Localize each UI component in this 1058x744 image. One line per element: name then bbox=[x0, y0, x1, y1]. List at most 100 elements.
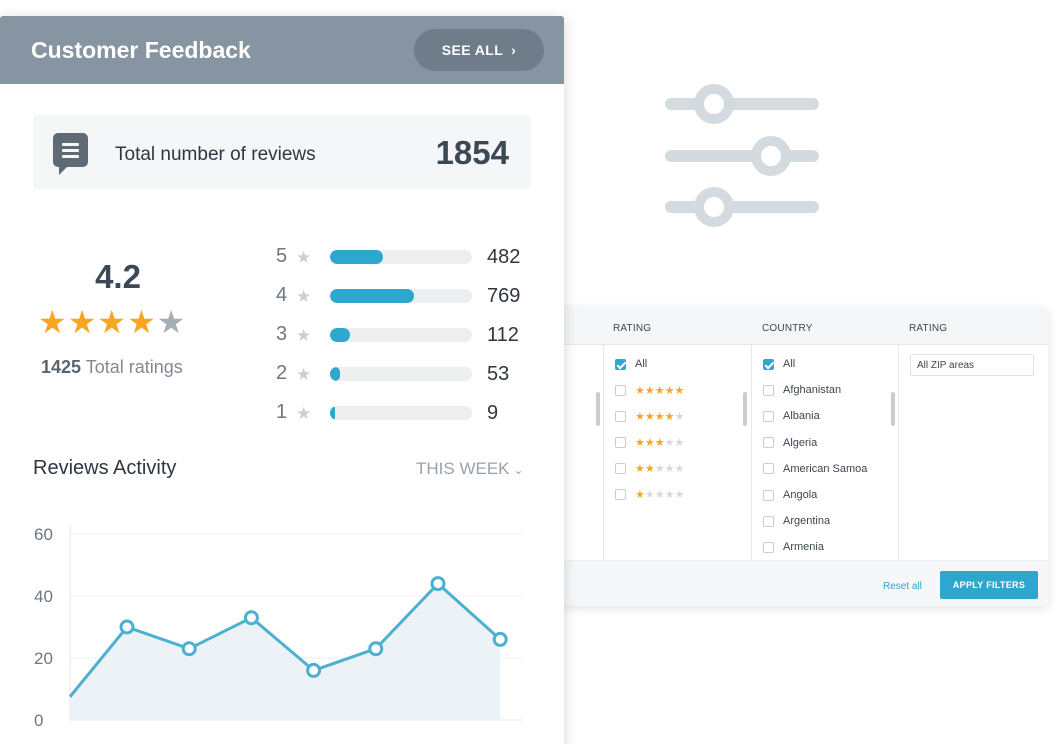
data-point[interactable] bbox=[492, 631, 508, 647]
star-filled-icon: ★ bbox=[644, 384, 655, 397]
period-dropdown[interactable]: THIS WEEK ⌄ bbox=[416, 459, 524, 479]
sliders-icon bbox=[665, 84, 819, 227]
country-option[interactable]: Armenia bbox=[763, 538, 824, 556]
distribution-row: 3 ★ 112 bbox=[276, 323, 536, 347]
rating-option[interactable]: ★★★★★ bbox=[615, 381, 684, 399]
distribution-row: 4 ★ 769 bbox=[276, 284, 536, 308]
rating-column-title: RATING bbox=[613, 323, 652, 334]
checkbox[interactable] bbox=[615, 488, 626, 500]
country-option[interactable]: Algeria bbox=[763, 434, 817, 452]
distribution-bar-track bbox=[330, 406, 472, 420]
zip-area-input[interactable] bbox=[910, 354, 1034, 376]
rating-option[interactable]: ★★★★★ bbox=[615, 407, 684, 425]
country-column-title: COUNTRY bbox=[762, 323, 813, 334]
checkbox[interactable] bbox=[763, 541, 774, 553]
country-option[interactable]: Angola bbox=[763, 486, 817, 504]
star-icon: ★ bbox=[296, 248, 312, 267]
star-filled-icon: ★ bbox=[644, 462, 655, 475]
x-tick-label: 01.06. bbox=[414, 741, 461, 744]
country-option[interactable]: American Samoa bbox=[763, 460, 867, 478]
checkbox[interactable] bbox=[615, 358, 626, 370]
comment-icon bbox=[53, 133, 88, 175]
data-point[interactable] bbox=[368, 641, 384, 657]
distribution-bar-fill bbox=[330, 406, 335, 420]
chevron-down-icon: ⌄ bbox=[513, 463, 524, 477]
distribution-stars: 5 bbox=[276, 245, 288, 267]
checkbox[interactable] bbox=[615, 462, 626, 474]
filter-panel: RATING COUNTRY RATING All ★★★★★ ★★★★★ ★★★★★… bbox=[540, 308, 1048, 606]
distribution-row: 2 ★ 53 bbox=[276, 362, 536, 386]
rating-option[interactable]: ★★★★★ bbox=[615, 485, 684, 503]
x-tick-label: 27.05. bbox=[103, 741, 150, 744]
star-empty-icon: ★ bbox=[644, 488, 655, 501]
checkbox[interactable] bbox=[763, 489, 774, 501]
reset-all-link[interactable]: Reset all bbox=[883, 581, 922, 592]
star-empty-icon: ★ bbox=[674, 462, 685, 475]
checkbox[interactable] bbox=[763, 515, 774, 527]
distribution-bar-track bbox=[330, 328, 472, 342]
scrollbar-thumb[interactable] bbox=[891, 392, 895, 426]
x-tick-label: 28.05. bbox=[166, 741, 213, 744]
distribution-row: 1 ★ 9 bbox=[276, 401, 536, 425]
total-ratings-count: 1425 bbox=[41, 357, 82, 377]
apply-filters-button[interactable]: APPLY FILTERS bbox=[940, 571, 1038, 599]
column-divider bbox=[603, 345, 604, 569]
star-filled-icon: ★ bbox=[664, 384, 675, 397]
checkbox[interactable] bbox=[763, 463, 774, 475]
star-filled-icon: ★ bbox=[654, 384, 665, 397]
reviews-activity-chart: 0 20 40 60 27.05. 28.05. 29.05. 30.05. 31.05. 01.… bbox=[34, 524, 524, 744]
star-filled-icon: ★ bbox=[644, 436, 655, 449]
rating-option[interactable]: ★★★★★ bbox=[615, 459, 684, 477]
y-tick-label: 60 bbox=[34, 525, 53, 544]
option-label: Angola bbox=[783, 489, 818, 501]
option-label: Albania bbox=[783, 410, 820, 423]
distribution-count: 769 bbox=[487, 285, 521, 307]
star-icon: ★ bbox=[296, 287, 312, 306]
column-divider bbox=[898, 345, 899, 569]
reviews-activity-title: Reviews Activity bbox=[33, 457, 177, 479]
checkbox[interactable] bbox=[615, 384, 626, 396]
distribution-count: 53 bbox=[487, 363, 510, 385]
star-icon: ★ bbox=[296, 326, 312, 345]
star-empty-icon: ★ bbox=[674, 488, 685, 501]
rating-stars: ★★★★★ bbox=[635, 384, 684, 397]
data-point[interactable] bbox=[119, 619, 135, 635]
total-ratings: 1425 Total ratings bbox=[41, 357, 183, 378]
checkbox[interactable] bbox=[763, 437, 774, 449]
card-header: Customer Feedback SEE ALL › bbox=[0, 16, 564, 84]
average-rating: 4.2 bbox=[95, 258, 141, 295]
scrollbar-thumb[interactable] bbox=[743, 392, 747, 426]
star-filled-icon: ★ bbox=[674, 384, 685, 397]
x-tick-label: 02.06. bbox=[477, 741, 524, 744]
star-filled-icon: ★ bbox=[654, 436, 665, 449]
period-dropdown-label: THIS WEEK bbox=[416, 459, 510, 478]
country-option[interactable]: All bbox=[763, 355, 795, 373]
star-empty-icon: ★ bbox=[674, 436, 685, 449]
checkbox[interactable] bbox=[763, 358, 774, 370]
see-all-label: SEE ALL bbox=[441, 42, 504, 58]
rating-stars: ★★★★★ bbox=[635, 488, 684, 501]
option-label: American Samoa bbox=[783, 462, 868, 475]
country-option[interactable]: Afghanistan bbox=[763, 381, 841, 399]
checkbox[interactable] bbox=[615, 410, 626, 422]
star-icon: ★ bbox=[296, 404, 312, 423]
data-point[interactable] bbox=[306, 662, 322, 678]
data-point[interactable] bbox=[181, 641, 197, 657]
country-option[interactable]: Albania bbox=[763, 407, 820, 425]
data-point[interactable] bbox=[430, 576, 446, 592]
star-empty-icon: ★ bbox=[156, 304, 187, 340]
star-empty-icon: ★ bbox=[654, 462, 665, 475]
total-reviews-value: 1854 bbox=[435, 134, 509, 171]
rating-option[interactable]: ★★★★★ bbox=[615, 433, 684, 451]
country-option[interactable]: Argentina bbox=[763, 512, 830, 530]
see-all-button[interactable]: SEE ALL › bbox=[414, 29, 544, 71]
data-point[interactable] bbox=[243, 610, 259, 626]
distribution-count: 112 bbox=[487, 324, 519, 346]
checkbox[interactable] bbox=[763, 410, 774, 422]
scrollbar-thumb[interactable] bbox=[596, 392, 600, 426]
rating-option-all[interactable]: All bbox=[615, 355, 647, 373]
option-label: All bbox=[783, 358, 796, 370]
checkbox[interactable] bbox=[763, 384, 774, 396]
star-empty-icon: ★ bbox=[664, 488, 675, 501]
checkbox[interactable] bbox=[615, 436, 626, 448]
